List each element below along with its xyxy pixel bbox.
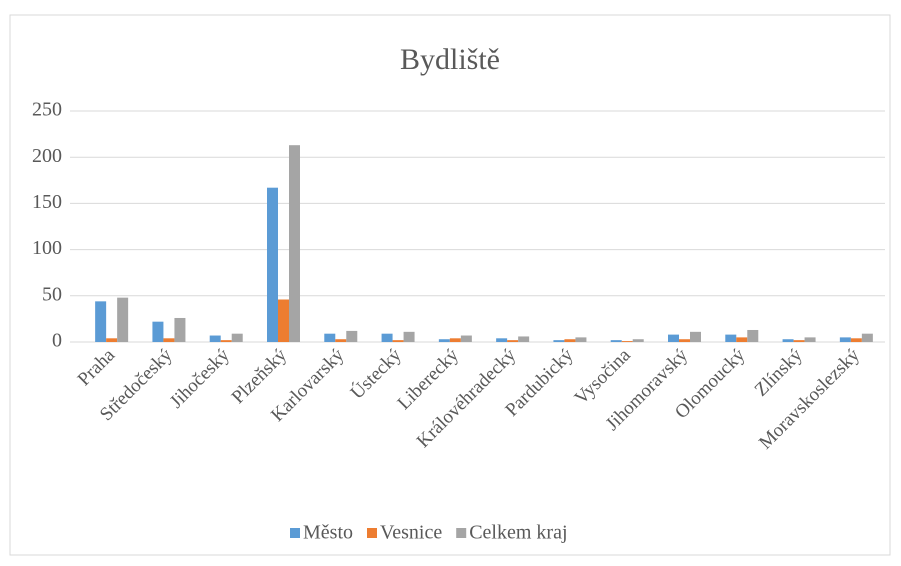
bar	[747, 329, 759, 342]
bar	[782, 339, 794, 342]
chart-border	[9, 14, 891, 556]
bar	[403, 331, 415, 342]
legend-label: Vesnice	[380, 522, 442, 544]
bar	[392, 340, 404, 342]
bar	[575, 337, 587, 342]
y-tick-label: 250	[32, 99, 62, 121]
legend-swatch	[290, 528, 300, 538]
bar	[564, 339, 576, 342]
bar	[209, 335, 221, 342]
bar	[736, 337, 748, 342]
bar	[668, 334, 679, 342]
bar	[95, 301, 107, 342]
bar	[553, 340, 565, 342]
bar	[324, 333, 336, 342]
bar	[725, 334, 737, 342]
bar	[117, 297, 129, 342]
bar	[335, 339, 347, 342]
bar	[106, 338, 118, 342]
bar	[449, 338, 461, 342]
bar	[496, 338, 508, 342]
chart-title: Bydliště	[400, 43, 500, 76]
bar	[621, 341, 633, 342]
bar	[839, 337, 851, 342]
bar	[231, 333, 243, 342]
bar	[850, 338, 862, 342]
bar	[679, 339, 690, 342]
bar	[289, 145, 300, 342]
legend-swatch	[456, 528, 467, 538]
bar	[163, 338, 175, 342]
legend-label: Celkem kraj	[469, 522, 567, 544]
bar	[278, 299, 289, 342]
y-tick-label: 0	[52, 330, 62, 352]
y-tick-label: 100	[32, 237, 62, 259]
legend-swatch	[367, 528, 377, 538]
bar	[152, 321, 164, 342]
bar	[460, 335, 472, 342]
bar	[632, 339, 644, 342]
bar	[793, 340, 805, 342]
bar	[861, 333, 873, 342]
bar	[610, 340, 622, 342]
bar	[381, 333, 393, 342]
y-tick-label: 50	[42, 283, 62, 305]
bar	[438, 339, 450, 342]
bar	[804, 337, 816, 342]
bar	[507, 340, 519, 342]
bar	[267, 187, 278, 342]
bar	[690, 331, 701, 342]
bar	[518, 336, 530, 342]
bar	[346, 330, 358, 342]
bar	[220, 340, 232, 342]
y-tick-label: 200	[32, 145, 62, 167]
y-tick-label: 150	[32, 191, 62, 213]
legend-label: Město	[303, 522, 353, 544]
bar	[174, 317, 186, 342]
